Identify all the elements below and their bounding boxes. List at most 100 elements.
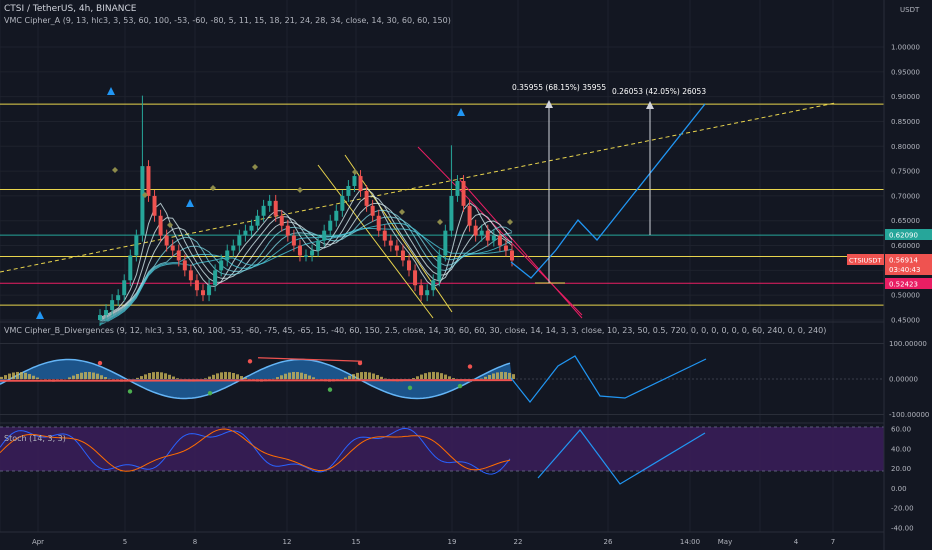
candle-body xyxy=(443,230,448,256)
candle-body xyxy=(104,310,109,316)
money-flow-bar xyxy=(352,374,355,379)
price-tick-label: 0.50000 xyxy=(891,292,920,300)
money-flow-bar xyxy=(32,375,35,379)
money-flow-bar xyxy=(484,376,487,379)
candle-body xyxy=(437,255,442,281)
money-flow-bar xyxy=(224,371,227,379)
money-flow-bar xyxy=(276,377,279,379)
time-tick-label: 26 xyxy=(604,538,613,546)
stoch-tick: 0.00 xyxy=(891,485,907,493)
projection-path xyxy=(510,103,706,284)
stoch-d-line xyxy=(0,428,511,472)
money-flow-bar xyxy=(348,375,351,379)
candle-body xyxy=(116,295,121,301)
candle-body xyxy=(346,185,351,196)
time-tick-label: 12 xyxy=(283,538,292,546)
rsi-line xyxy=(0,379,513,382)
candle-body xyxy=(400,250,405,261)
bearish-divergence xyxy=(257,357,363,362)
buy-signal-marker xyxy=(457,108,465,116)
diamond-marker xyxy=(142,192,148,198)
candle-body xyxy=(394,245,399,251)
money-flow-bar xyxy=(140,376,143,379)
money-flow-bar xyxy=(292,371,295,379)
money-flow-bar xyxy=(220,372,223,379)
time-axis[interactable]: Apr 5 8 12 15 19 22 26 14:00 May 4 7 xyxy=(32,538,835,546)
money-flow-bar xyxy=(240,376,243,379)
money-flow-bar xyxy=(440,373,443,379)
money-flow-bar xyxy=(88,371,91,379)
candle-body xyxy=(267,200,272,206)
money-flow-bar xyxy=(208,376,211,379)
indicator-b-legend[interactable]: VMC Cipher_B_Divergences (9, 12, hlc3, 3… xyxy=(4,326,827,335)
money-flow-bar xyxy=(20,372,23,379)
money-flow-bar xyxy=(156,371,159,379)
candle-body xyxy=(225,250,230,261)
money-flow-bar xyxy=(216,373,219,379)
money-flow-bar xyxy=(228,372,231,379)
stoch-tick: 60.00 xyxy=(891,425,911,433)
buy-dot xyxy=(457,383,463,389)
money-flow-bar xyxy=(132,379,135,380)
candle-body xyxy=(213,270,218,286)
candle-body xyxy=(176,250,181,261)
price-tick-label: 0.70000 xyxy=(891,192,920,200)
candle-body xyxy=(188,270,193,281)
money-flow-bar xyxy=(412,378,415,379)
stoch-legend[interactable]: Stoch (14, 3, 3) xyxy=(4,434,66,443)
candle-body xyxy=(382,230,387,241)
candle-body xyxy=(503,245,508,251)
candle-body xyxy=(352,176,357,186)
currency-label: USDT xyxy=(900,6,920,14)
money-flow-bar xyxy=(144,374,147,379)
money-flow-bar xyxy=(368,372,371,379)
money-flow-bar xyxy=(300,372,303,379)
money-flow-bar xyxy=(312,377,315,379)
candle-body xyxy=(364,190,369,206)
money-flow-bar xyxy=(68,377,71,379)
candle-body xyxy=(316,240,321,251)
candle-body xyxy=(231,245,236,251)
money-flow-bar xyxy=(200,379,203,380)
stoch-k-line xyxy=(0,427,511,475)
stoch-axis: 60.00 40.00 20.00 0.00 -20.00 -40.00 xyxy=(891,425,914,532)
candle-body xyxy=(194,280,199,291)
money-flow-bar xyxy=(100,375,103,379)
money-flow-bar xyxy=(432,371,435,379)
time-tick-label: May xyxy=(718,538,732,546)
candle-body xyxy=(170,245,175,251)
support-value: 0.52423 xyxy=(889,281,918,289)
candle-body xyxy=(285,225,290,236)
candle-body xyxy=(243,230,248,236)
candle-body xyxy=(152,195,157,216)
stoch-pane xyxy=(0,427,511,475)
time-tick-label: 19 xyxy=(448,538,457,546)
money-flow-bar xyxy=(436,372,439,379)
time-tick-label: 4 xyxy=(794,538,799,546)
money-flow-bar xyxy=(284,373,287,379)
money-flow-bar xyxy=(168,374,171,379)
money-flow-bar xyxy=(72,375,75,379)
candle-body xyxy=(370,205,375,216)
candle-body xyxy=(419,285,424,296)
wave-line xyxy=(0,358,511,400)
money-flow-bar xyxy=(212,374,215,379)
money-flow-bar xyxy=(204,378,207,379)
indicator-a-legend[interactable]: VMC Cipher_A (9, 13, hlc3, 3, 53, 60, 10… xyxy=(4,16,451,25)
candle-body xyxy=(310,250,315,256)
diamond-marker xyxy=(352,169,358,175)
money-flow-bar xyxy=(160,372,163,379)
stoch-projection xyxy=(537,429,706,485)
candle-body xyxy=(134,235,139,256)
money-flow-bar xyxy=(428,372,431,379)
money-flow-bar xyxy=(452,378,455,379)
diamond-marker xyxy=(399,209,405,215)
money-flow-bar xyxy=(508,372,511,379)
candle-body xyxy=(207,285,212,296)
last-price-value: 0.56914 xyxy=(889,257,918,265)
candle-body xyxy=(473,225,478,236)
cipher-b-tick: 0.00000 xyxy=(889,376,918,384)
buy-dot xyxy=(407,385,413,391)
signal-markers xyxy=(36,87,513,319)
